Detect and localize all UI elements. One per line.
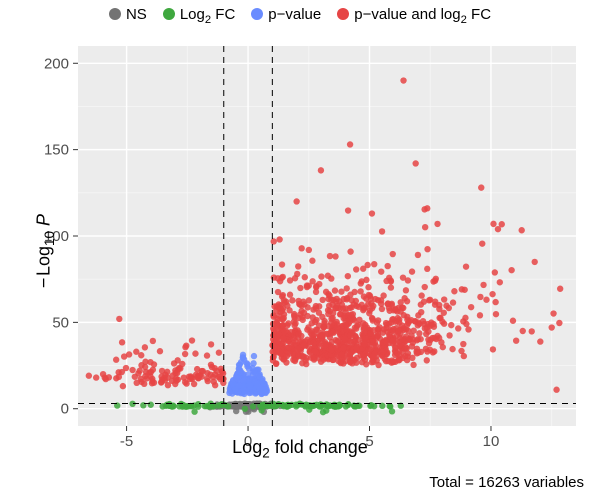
legend-dot-icon [163, 8, 175, 20]
volcano-plot: NS Log2 FC p−value p−value and log2 FC − Lo… [0, 0, 600, 501]
legend-label: p−value and log2 FC [354, 6, 491, 23]
caption-prefix: Total = [429, 474, 478, 491]
svg-text:0: 0 [61, 401, 69, 418]
plot-svg: -50510050100150200 [0, 0, 600, 501]
legend-dot-icon [109, 8, 121, 20]
svg-text:200: 200 [44, 55, 69, 72]
legend-label: NS [126, 6, 147, 23]
caption: Total = 16263 variables [429, 474, 584, 491]
legend-dot-icon [337, 8, 349, 20]
caption-suffix: variables [520, 474, 584, 491]
y-axis-label: − Log10 P [33, 213, 57, 287]
svg-text:50: 50 [52, 314, 69, 331]
legend-label: Log2 FC [180, 6, 235, 23]
caption-value: 16263 [478, 474, 520, 491]
legend-label: p−value [268, 6, 321, 23]
x-axis-label: Log2 fold change [0, 437, 600, 461]
legend: NS Log2 FC p−value p−value and log2 FC [0, 6, 600, 26]
legend-dot-icon [251, 8, 263, 20]
svg-text:150: 150 [44, 142, 69, 159]
